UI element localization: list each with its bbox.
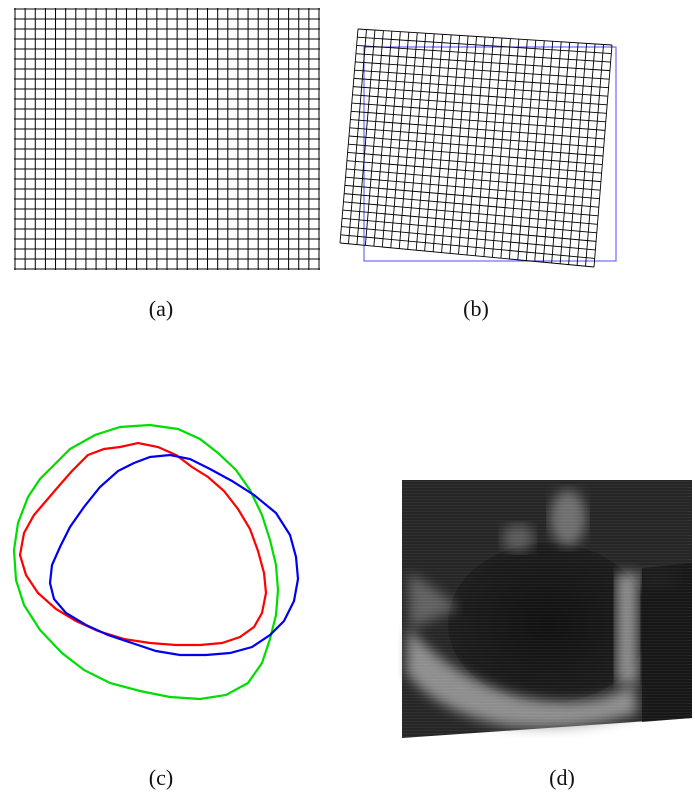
grid-b-hline (348, 135, 604, 157)
grid-b-hline (347, 152, 602, 174)
grid-b-hline (352, 94, 607, 114)
grid-b-hline (357, 28, 613, 46)
caption-c: (c) (148, 765, 174, 790)
grid-b-hline (342, 209, 597, 234)
grid-b-hline (357, 36, 612, 54)
grid-b-hline (353, 86, 608, 106)
caption-b: (b) (463, 296, 489, 321)
grid-b-hline (351, 110, 606, 131)
grid-b-hline (355, 53, 610, 72)
grid-b-hline (351, 102, 606, 123)
panel-c (0, 415, 320, 705)
contour-red (18, 441, 268, 647)
grid-b-hline (354, 69, 609, 89)
regular-grid (14, 8, 320, 270)
grid-b-hline (344, 193, 599, 217)
grid-b-hline (346, 168, 601, 191)
grid-b-hline (342, 217, 597, 242)
caption-a: (a) (148, 296, 174, 321)
grid-b-hline (339, 242, 595, 268)
contours (12, 423, 300, 701)
grid-b-hline (348, 143, 603, 165)
grid-b-hline (346, 160, 601, 183)
contour-green (12, 423, 280, 701)
scanlines (402, 480, 692, 738)
grid-b-hline (353, 77, 608, 97)
grid-b-hline (340, 234, 595, 259)
grid-b-hline (349, 127, 604, 148)
grid-b-hline (350, 119, 605, 140)
panel-b (336, 25, 626, 270)
grid-b-hline (343, 201, 598, 225)
grid-b-hline (356, 45, 611, 63)
grid-b-hline (341, 226, 596, 251)
panel-d (398, 478, 695, 740)
grid-b-hline (344, 184, 599, 208)
grid-b-hline (345, 176, 600, 200)
ultrasound-image (402, 480, 692, 738)
grid-b-hline (355, 61, 610, 80)
caption-d: (d) (549, 765, 575, 790)
contour-blue (48, 453, 300, 657)
deformed-grid (339, 28, 617, 268)
panel-a (14, 8, 320, 270)
